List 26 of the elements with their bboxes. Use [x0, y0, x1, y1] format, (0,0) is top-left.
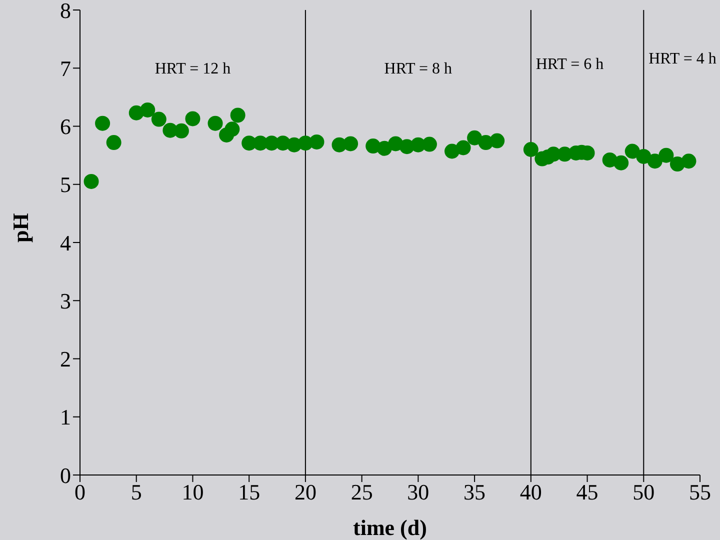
annotation: HRT = 4 h [648, 50, 716, 68]
y-tick-label: 3 [60, 288, 71, 314]
x-axis-title: time (d) [353, 515, 427, 540]
y-tick-label: 8 [60, 0, 71, 23]
x-tick-label: 55 [689, 480, 711, 505]
x-tick-label: 30 [407, 480, 430, 505]
x-tick-label: 35 [464, 480, 486, 505]
y-tick-label: 5 [60, 172, 71, 198]
annotation: HRT = 12 h [154, 60, 231, 78]
annotation: HRT = 8 h [384, 60, 452, 78]
x-tick-label: 5 [130, 480, 142, 505]
x-tick-label: 25 [350, 480, 373, 505]
x-tick-label: 15 [238, 480, 260, 505]
x-tick-label: 20 [294, 480, 316, 505]
y-tick-label: 6 [60, 114, 71, 140]
y-tick-label: 4 [60, 230, 71, 256]
y-tick-label: 7 [60, 56, 71, 81]
annotation: HRT = 6 h [536, 56, 604, 74]
y-tick-label: 0 [60, 462, 71, 488]
x-tick-label: 45 [576, 480, 598, 505]
x-tick-label: 10 [182, 480, 204, 505]
y-tick-label: 2 [60, 346, 71, 372]
y-axis-title: pH [8, 213, 33, 242]
y-tick-label: 1 [60, 404, 71, 430]
x-tick-label: 50 [632, 480, 655, 505]
x-tick-label: 40 [520, 480, 542, 505]
